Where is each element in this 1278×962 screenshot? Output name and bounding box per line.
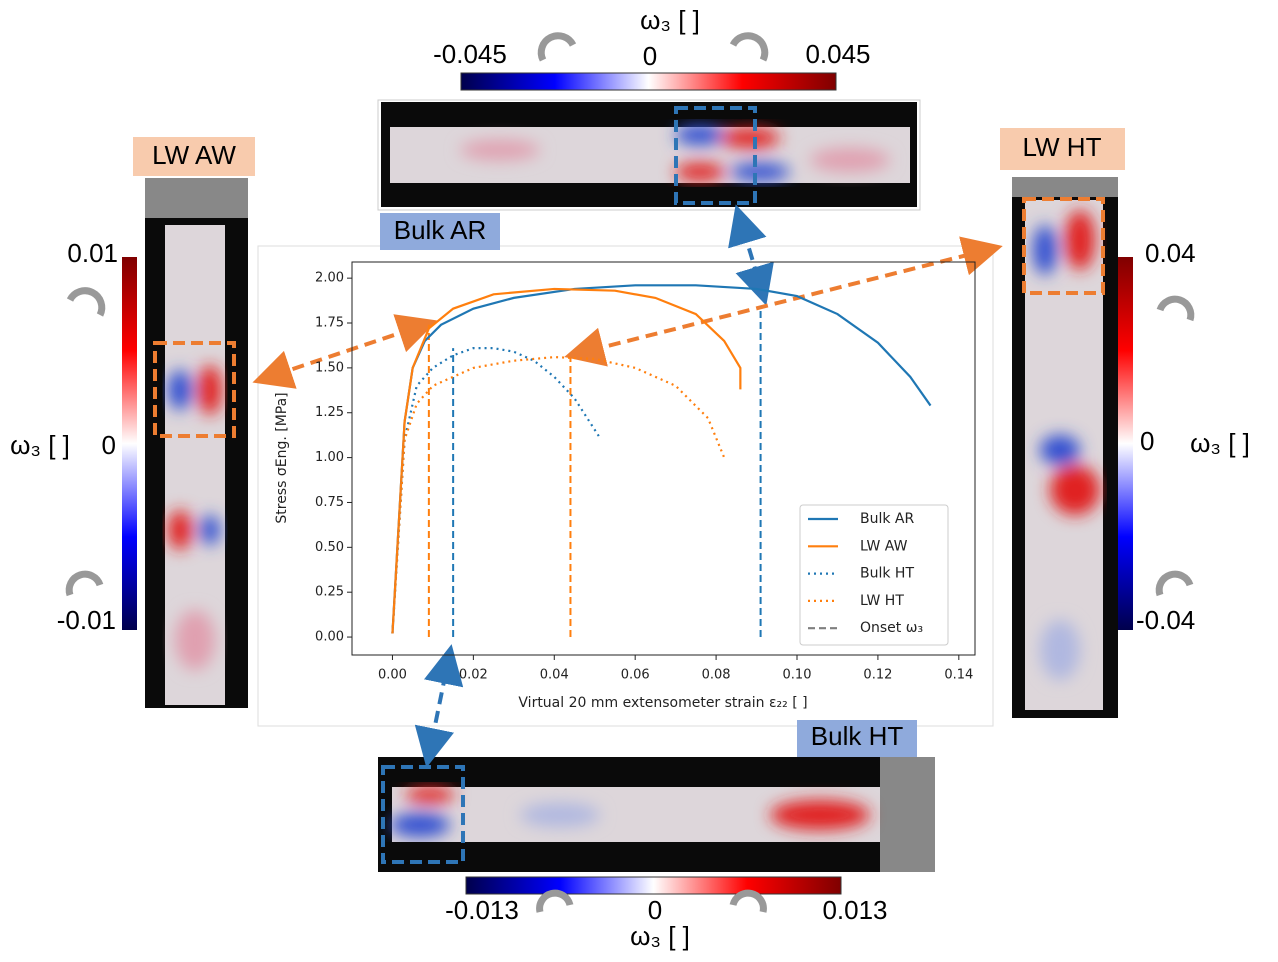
y-tick-label: 1.50 — [315, 360, 344, 375]
y-tick-label: 0.75 — [315, 495, 344, 510]
axes-frame — [351, 261, 976, 656]
specimen-bottom — [378, 757, 935, 872]
colorbar-tick: -0.013 — [445, 895, 519, 925]
series-line — [391, 356, 726, 634]
label-box — [133, 137, 255, 176]
x-tick-label: 0.02 — [459, 668, 488, 683]
label-box — [797, 720, 917, 757]
arrows — [252, 204, 1003, 768]
y-tick-label: 0.25 — [315, 585, 344, 600]
panel-label: Bulk HT — [811, 721, 904, 751]
y-tick-label: 1.25 — [315, 405, 344, 420]
series-line — [391, 287, 742, 634]
chart-frame — [257, 245, 994, 727]
colorbar-tick: -0.04 — [1136, 605, 1195, 635]
colorbar — [465, 876, 842, 895]
colorbar — [460, 72, 837, 91]
legend-label: Onset ω₃ — [860, 620, 923, 636]
y-tick-label: 1.00 — [315, 450, 344, 465]
panel-label: LW AW — [152, 140, 236, 170]
y-axis-label: Stress σEng. [MPa] — [274, 392, 290, 523]
legend-label: Bulk HT — [860, 566, 914, 582]
specimen-left — [145, 178, 248, 708]
x-tick-label: 0.00 — [378, 668, 407, 683]
colorbar — [1118, 257, 1133, 630]
y-tick-label: 0.00 — [315, 630, 344, 645]
legend-label: LW AW — [860, 538, 908, 554]
legend-label: Bulk AR — [860, 511, 915, 527]
legend — [799, 504, 949, 646]
x-tick-label: 0.04 — [540, 668, 569, 683]
colorbar-label: ω₃ [ ] — [10, 430, 70, 460]
colorbar-tick: 0.013 — [822, 895, 887, 925]
colorbar — [122, 257, 137, 630]
x-axis-label: Virtual 20 mm extensometer strain ε₂₂ [ … — [518, 695, 807, 711]
y-tick-label: 1.75 — [315, 316, 344, 331]
y-tick-label: 0.50 — [315, 540, 344, 555]
series-line — [391, 347, 600, 634]
colorbar-label: ω₃ [ ] — [630, 921, 690, 951]
specimen-right — [1012, 177, 1118, 718]
colorbar-tick: -0.01 — [57, 605, 116, 635]
x-tick-label: 0.06 — [621, 668, 650, 683]
label-box — [1000, 128, 1125, 170]
colorbar-tick: 0 — [102, 430, 116, 460]
panel-label: Bulk AR — [394, 215, 487, 245]
colorbar-tick: 0 — [1140, 426, 1154, 456]
y-tick-label: 2.00 — [315, 271, 344, 286]
colorbar-tick: 0.04 — [1145, 238, 1196, 268]
colorbar-label: ω₃ [ ] — [1190, 428, 1250, 458]
colorbar-tick: -0.045 — [433, 39, 507, 69]
x-tick-label: 0.08 — [702, 668, 731, 683]
x-tick-label: 0.12 — [863, 668, 892, 683]
x-tick-label: 0.10 — [783, 668, 812, 683]
specimen-top — [377, 99, 921, 211]
colorbar-tick: 0.045 — [805, 39, 870, 69]
colorbar-label: ω₃ [ ] — [640, 5, 700, 35]
rotation-icons — [65, 32, 1195, 913]
colorbar-tick: 0.01 — [67, 238, 118, 268]
panel-label: LW HT — [1023, 132, 1102, 162]
colorbar-tick: 0 — [648, 895, 662, 925]
legend-label: LW HT — [860, 593, 904, 609]
x-tick-label: 0.14 — [944, 668, 973, 683]
label-box — [380, 213, 500, 250]
colorbar-tick: 0 — [643, 41, 657, 71]
